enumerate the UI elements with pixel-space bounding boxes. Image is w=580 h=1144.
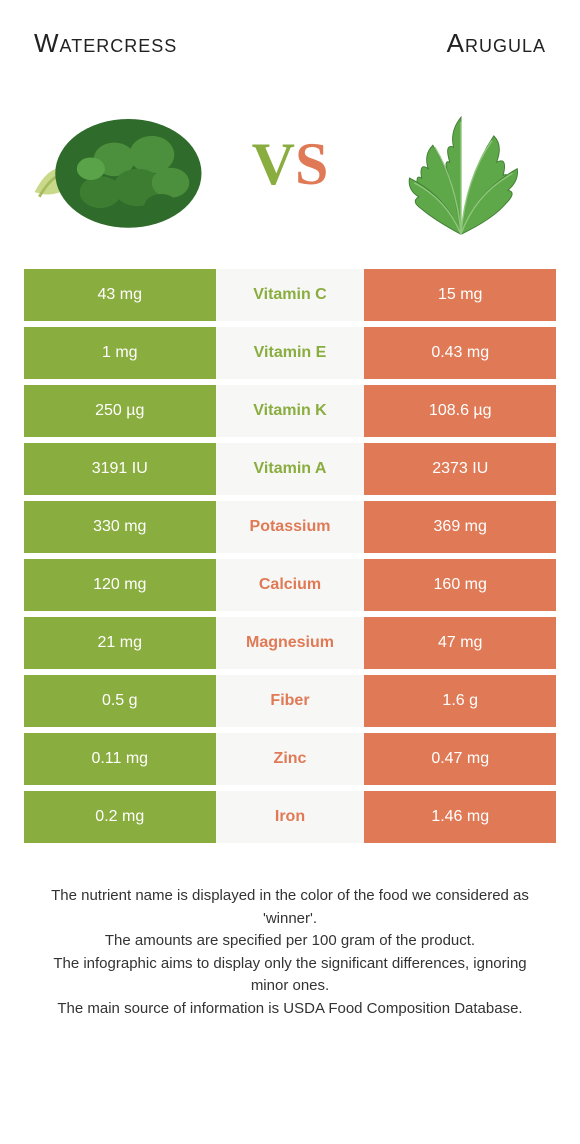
hero-row: VS [24,69,556,269]
footer-line: The infographic aims to display only the… [34,953,546,998]
right-value: 1.6 g [364,675,556,727]
table-row: 1 mgVitamin E0.43 mg [24,327,556,385]
nutrient-label: Zinc [216,733,365,785]
table-row: 3191 IUVitamin A2373 IU [24,443,556,501]
left-value: 21 mg [24,617,216,669]
table-row: 21 mgMagnesium47 mg [24,617,556,675]
vs-s: S [295,131,328,197]
infographic-container: Watercress Arugula VS [0,0,580,1048]
table-row: 0.11 mgZinc0.47 mg [24,733,556,791]
left-value: 120 mg [24,559,216,611]
right-value: 0.47 mg [364,733,556,785]
right-value: 2373 IU [364,443,556,495]
table-row: 0.2 mgIron1.46 mg [24,791,556,849]
nutrient-label: Vitamin E [216,327,365,379]
left-value: 1 mg [24,327,216,379]
title-right: Arugula [447,28,546,59]
left-value: 330 mg [24,501,216,553]
right-value: 1.46 mg [364,791,556,843]
vs-v: V [252,131,295,197]
nutrient-label: Vitamin K [216,385,365,437]
vs-label: VS [252,130,329,199]
table-row: 43 mgVitamin C15 mg [24,269,556,327]
footer-line: The main source of information is USDA F… [34,998,546,1021]
right-value: 15 mg [364,269,556,321]
nutrient-label: Vitamin C [216,269,365,321]
right-value: 47 mg [364,617,556,669]
nutrient-label: Calcium [216,559,365,611]
arugula-icon [366,89,556,239]
nutrient-label: Potassium [216,501,365,553]
title-row: Watercress Arugula [24,28,556,69]
left-value: 0.11 mg [24,733,216,785]
left-value: 43 mg [24,269,216,321]
left-value: 250 µg [24,385,216,437]
left-value: 3191 IU [24,443,216,495]
table-row: 0.5 gFiber1.6 g [24,675,556,733]
table-row: 120 mgCalcium160 mg [24,559,556,617]
right-value: 369 mg [364,501,556,553]
watercress-icon [24,89,214,239]
title-left: Watercress [34,28,177,59]
right-value: 108.6 µg [364,385,556,437]
footer-notes: The nutrient name is displayed in the co… [24,849,556,1020]
nutrient-table: 43 mgVitamin C15 mg1 mgVitamin E0.43 mg2… [24,269,556,849]
left-value: 0.2 mg [24,791,216,843]
nutrient-label: Fiber [216,675,365,727]
left-value: 0.5 g [24,675,216,727]
nutrient-label: Vitamin A [216,443,365,495]
footer-line: The amounts are specified per 100 gram o… [34,930,546,953]
table-row: 250 µgVitamin K108.6 µg [24,385,556,443]
nutrient-label: Iron [216,791,365,843]
footer-line: The nutrient name is displayed in the co… [34,885,546,930]
right-value: 0.43 mg [364,327,556,379]
nutrient-label: Magnesium [216,617,365,669]
right-value: 160 mg [364,559,556,611]
table-row: 330 mgPotassium369 mg [24,501,556,559]
